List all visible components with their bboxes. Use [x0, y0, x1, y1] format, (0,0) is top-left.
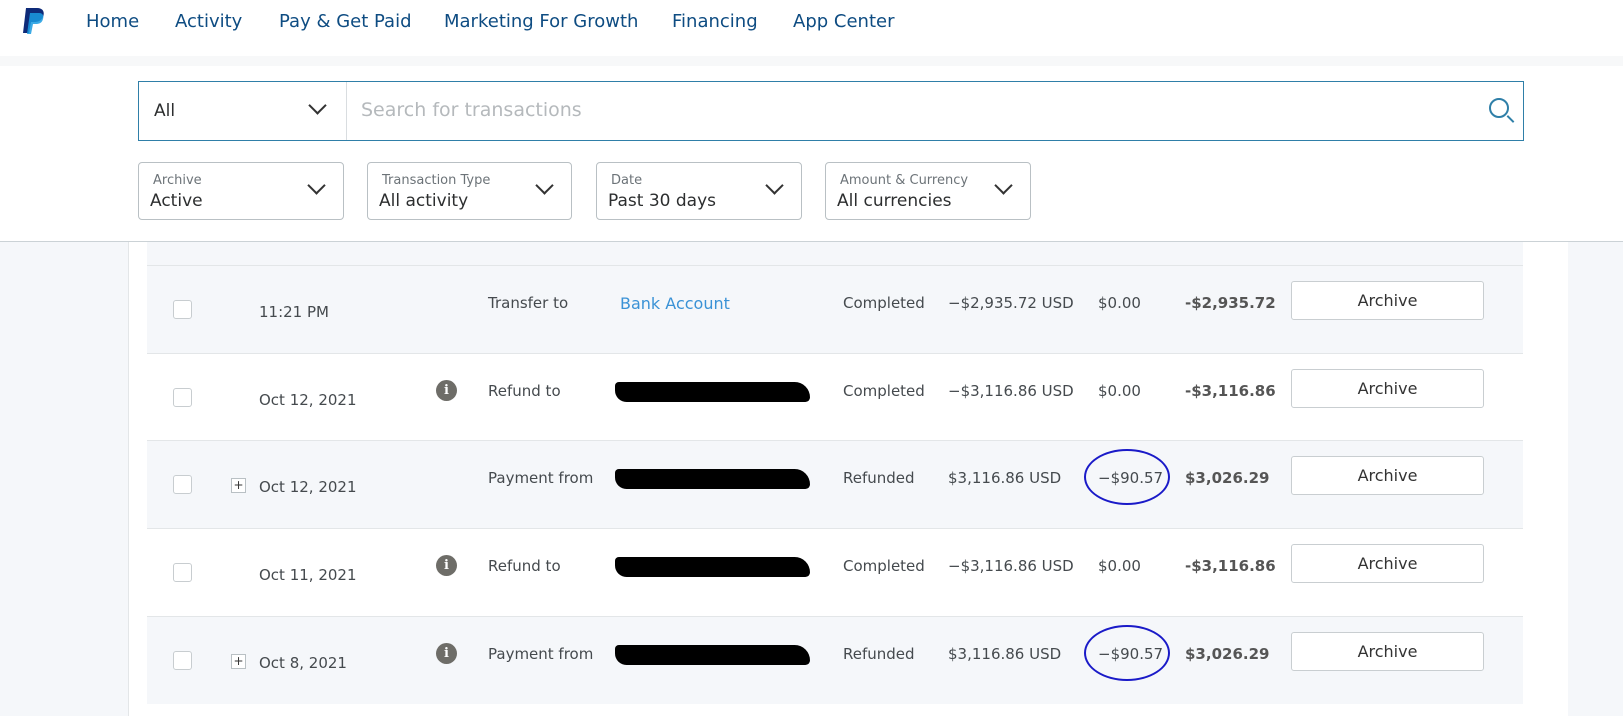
filter-value: All activity: [379, 191, 469, 211]
info-icon[interactable]: i: [436, 643, 457, 664]
row-amount: −$3,116.86 USD: [948, 382, 1074, 400]
nav-app-center[interactable]: App Center: [793, 11, 895, 32]
filter-value: All currencies: [837, 191, 952, 211]
chevron-down-icon: [535, 176, 554, 195]
row-status: Completed: [843, 382, 925, 400]
paypal-logo[interactable]: [20, 6, 48, 36]
row-date: Oct 12, 2021: [259, 391, 357, 409]
row-net: -$2,935.72: [1185, 294, 1276, 312]
row-net: $3,026.29: [1185, 469, 1270, 487]
archive-button[interactable]: Archive: [1291, 632, 1484, 671]
table-row[interactable]: + Oct 8, 2021 i Payment from Refunded $3…: [147, 616, 1523, 704]
row-date: 11:21 PM: [259, 303, 329, 321]
nav-marketing[interactable]: Marketing For Growth: [444, 11, 639, 32]
row-checkbox[interactable]: [173, 475, 192, 494]
filter-label: Archive: [153, 173, 202, 188]
filter-date[interactable]: Date Past 30 days: [596, 162, 802, 220]
filter-archive[interactable]: Archive Active: [138, 162, 344, 220]
row-amount: $3,116.86 USD: [948, 645, 1062, 663]
chevron-down-icon: [308, 96, 327, 115]
row-status: Completed: [843, 557, 925, 575]
top-nav: Home Activity Pay & Get Paid Marketing F…: [0, 0, 1623, 56]
expand-plus-icon[interactable]: +: [231, 478, 246, 493]
row-amount: −$3,116.86 USD: [948, 557, 1074, 575]
filter-label: Transaction Type: [382, 173, 491, 188]
expand-plus-icon[interactable]: +: [231, 654, 246, 669]
row-checkbox[interactable]: [173, 563, 192, 582]
archive-button[interactable]: Archive: [1291, 456, 1484, 495]
row-net: -$3,116.86: [1185, 382, 1276, 400]
row-type: Payment from: [488, 469, 594, 487]
search-scope-select[interactable]: All: [139, 82, 347, 140]
info-icon[interactable]: i: [436, 555, 457, 576]
row-net: $3,026.29: [1185, 645, 1270, 663]
row-status: Refunded: [843, 645, 915, 663]
annotation-circle: [1084, 625, 1170, 681]
nav-pay-get-paid[interactable]: Pay & Get Paid: [279, 11, 412, 32]
search-input[interactable]: Search for transactions: [361, 99, 582, 121]
row-type: Payment from: [488, 645, 594, 663]
chevron-down-icon: [994, 176, 1013, 195]
row-net: -$3,116.86: [1185, 557, 1276, 575]
row-amount: $3,116.86 USD: [948, 469, 1062, 487]
info-icon[interactable]: i: [436, 380, 457, 401]
redacted-name: [615, 382, 810, 402]
row-status: Refunded: [843, 469, 915, 487]
annotation-circle: [1084, 449, 1170, 505]
row-fee: −$90.57: [1098, 645, 1164, 663]
row-date: Oct 8, 2021: [259, 654, 347, 672]
row-counterparty-link[interactable]: Bank Account: [620, 294, 730, 313]
nav-home[interactable]: Home: [86, 11, 140, 32]
row-type: Refund to: [488, 557, 561, 575]
row-type: Refund to: [488, 382, 561, 400]
search-bar: All Search for transactions: [138, 81, 1524, 141]
filter-value: Past 30 days: [608, 191, 716, 211]
table-row[interactable]: Oct 11, 2021 i Refund to Completed −$3,1…: [147, 528, 1523, 616]
nav-financing[interactable]: Financing: [672, 11, 758, 32]
row-checkbox[interactable]: [173, 300, 192, 319]
archive-button[interactable]: Archive: [1291, 281, 1484, 320]
search-scope-value: All: [154, 101, 176, 121]
table-row-partial: [147, 242, 1523, 265]
table-row[interactable]: 11:21 PM Transfer to Bank Account Comple…: [147, 265, 1523, 353]
row-fee: $0.00: [1098, 294, 1141, 312]
search-icon[interactable]: [1489, 98, 1509, 118]
chevron-down-icon: [765, 176, 784, 195]
table-row[interactable]: Oct 12, 2021 i Refund to Completed −$3,1…: [147, 353, 1523, 441]
chevron-down-icon: [307, 176, 326, 195]
table-row[interactable]: + Oct 12, 2021 Payment from Refunded $3,…: [147, 440, 1523, 528]
row-fee: −$90.57: [1098, 469, 1164, 487]
row-amount: −$2,935.72 USD: [948, 294, 1074, 312]
row-type: Transfer to: [488, 294, 569, 312]
row-date: Oct 12, 2021: [259, 478, 357, 496]
nav-activity[interactable]: Activity: [175, 11, 243, 32]
row-fee: $0.00: [1098, 557, 1141, 575]
row-fee: $0.00: [1098, 382, 1141, 400]
filter-amount-currency[interactable]: Amount & Currency All currencies: [825, 162, 1031, 220]
row-checkbox[interactable]: [173, 388, 192, 407]
row-date: Oct 11, 2021: [259, 566, 357, 584]
filter-value: Active: [150, 191, 203, 211]
filter-transaction-type[interactable]: Transaction Type All activity: [367, 162, 572, 220]
row-status: Completed: [843, 294, 925, 312]
archive-button[interactable]: Archive: [1291, 544, 1484, 583]
redacted-name: [615, 557, 810, 577]
redacted-name: [615, 645, 810, 665]
filter-label: Amount & Currency: [840, 173, 969, 188]
row-checkbox[interactable]: [173, 651, 192, 670]
filter-label: Date: [611, 173, 643, 188]
archive-button[interactable]: Archive: [1291, 369, 1484, 408]
redacted-name: [615, 469, 810, 489]
divider: [0, 56, 1623, 66]
